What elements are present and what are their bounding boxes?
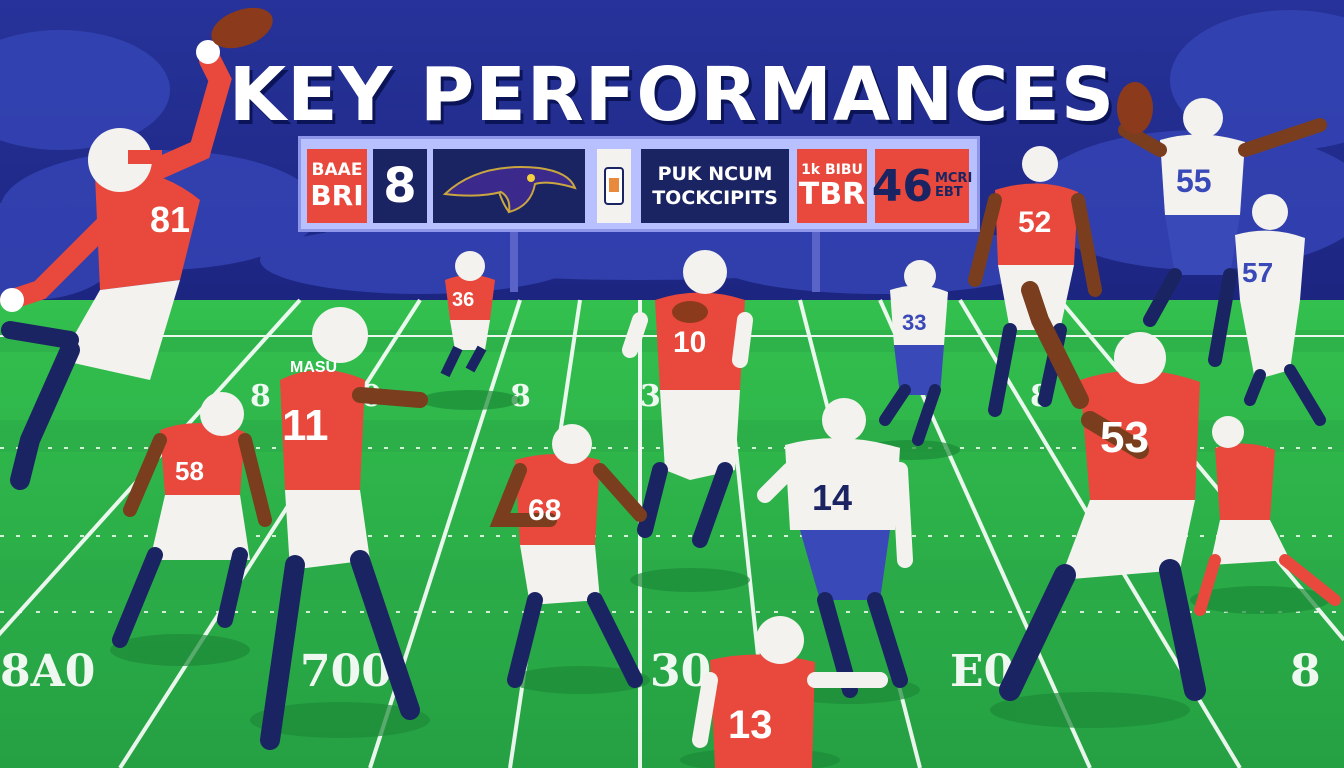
player-33: 33 [879,260,948,446]
yard-number: 8 [510,379,531,414]
jersey-number: 11 [282,401,329,450]
yard-number: 8A0 [0,646,95,697]
raven-head-icon [442,166,577,214]
jersey-number: 81 [150,199,190,240]
jersey-number: 55 [1176,163,1212,199]
player-13: 13 [692,616,888,768]
jersey-number: 68 [528,494,561,527]
football-icon [1117,82,1153,134]
home-score: 8 [373,149,427,223]
yard-numbers-low: 8A0 700 30 E0 8 [0,646,1321,697]
scoreboard: BAAE BRI 8 PUK NCUM TOCKCIPITS 1k BIBU T… [298,136,980,232]
jersey-number: 33 [902,310,926,335]
jersey-number: 58 [175,456,204,486]
player-10: 10 [622,250,753,548]
jersey-number: 13 [728,703,773,747]
yard-number: 8 [1290,646,1321,697]
player-57: 57 [1235,194,1326,426]
player-name: MASU [290,359,337,376]
home-abbr-bottom: BRI [310,179,364,212]
player-68: 68 [489,424,647,688]
away-score: 46 [871,160,933,212]
yard-number: 700 [300,646,392,697]
jersey-number: 53 [1100,413,1149,462]
player-36: 36 [440,251,495,378]
jersey-number: 14 [812,477,852,518]
football-icon [211,7,273,49]
player-53: 53 [999,281,1206,701]
badge-icon [604,167,624,205]
home-abbr-top: BAAE [311,160,363,180]
away-abbr-top: 1k BIBU [801,162,863,178]
player-14: 14 [757,398,913,698]
away-side-bottom: EBT [934,185,963,200]
away-side-top: MCRI [934,171,973,186]
player-edge [1194,416,1341,616]
scoreboard-post [812,232,820,292]
page-title: KEY PERFORMANCES [228,52,1116,138]
away-score-panel: 46 MCRI EBT [871,149,972,223]
away-team-panel: 1k BIBU TBR [797,149,867,223]
away-abbr-bottom: TBR [798,177,866,212]
glove [196,40,220,64]
team-badge-panel [597,149,631,223]
scoreboard-post [510,232,518,292]
yard-number: 8 [250,379,271,414]
home-team-panel: BAAE BRI [307,149,367,223]
player-11: MASU 11 [260,307,428,750]
jersey-number: 57 [1242,257,1273,288]
player-58: 58 [112,392,272,648]
center-bottom-text: TOCKCIPITS [652,187,778,209]
jersey-number: 36 [452,289,474,311]
center-panel: PUK NCUM TOCKCIPITS [641,149,789,223]
jersey-number: 52 [1018,206,1051,239]
away-side-text: MCRI EBT [935,172,972,200]
player-52: 52 [968,146,1102,417]
player-55: 55 [1117,82,1327,367]
jersey-number: 10 [673,326,706,359]
player-81: 81 [0,40,232,490]
center-top-text: PUK NCUM [657,163,773,185]
football-icon [672,301,708,323]
raven-logo-panel [433,149,585,223]
